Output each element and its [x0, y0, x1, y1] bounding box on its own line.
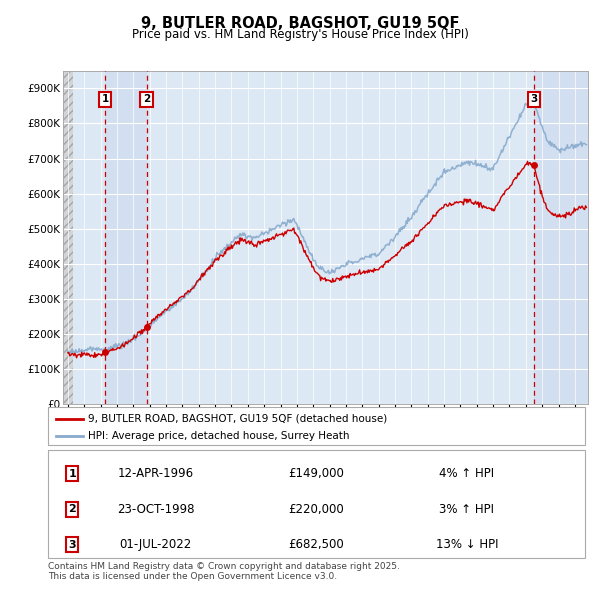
Text: 4% ↑ HPI: 4% ↑ HPI: [439, 467, 494, 480]
Text: HPI: Average price, detached house, Surrey Heath: HPI: Average price, detached house, Surr…: [88, 431, 350, 441]
Text: £682,500: £682,500: [289, 538, 344, 551]
Text: £149,000: £149,000: [289, 467, 344, 480]
Text: 13% ↓ HPI: 13% ↓ HPI: [436, 538, 498, 551]
Text: 1: 1: [68, 469, 76, 479]
Text: 9, BUTLER ROAD, BAGSHOT, GU19 5QF (detached house): 9, BUTLER ROAD, BAGSHOT, GU19 5QF (detac…: [88, 414, 388, 424]
Bar: [105, 71, 146, 404]
Text: £220,000: £220,000: [289, 503, 344, 516]
Text: 01-JUL-2022: 01-JUL-2022: [119, 538, 191, 551]
FancyBboxPatch shape: [48, 450, 585, 558]
Text: 12-APR-1996: 12-APR-1996: [118, 467, 193, 480]
Text: 9, BUTLER ROAD, BAGSHOT, GU19 5QF: 9, BUTLER ROAD, BAGSHOT, GU19 5QF: [141, 16, 459, 31]
Text: 2: 2: [68, 504, 76, 514]
Text: 3: 3: [530, 94, 538, 104]
Bar: [63, 71, 73, 404]
FancyBboxPatch shape: [48, 407, 585, 445]
Bar: [534, 71, 588, 404]
Text: 23-OCT-1998: 23-OCT-1998: [116, 503, 194, 516]
Text: 3: 3: [68, 540, 76, 550]
Text: Price paid vs. HM Land Registry's House Price Index (HPI): Price paid vs. HM Land Registry's House …: [131, 28, 469, 41]
Text: Contains HM Land Registry data © Crown copyright and database right 2025.
This d: Contains HM Land Registry data © Crown c…: [48, 562, 400, 581]
Text: 2: 2: [143, 94, 150, 104]
Text: 3% ↑ HPI: 3% ↑ HPI: [439, 503, 494, 516]
Text: 1: 1: [101, 94, 109, 104]
